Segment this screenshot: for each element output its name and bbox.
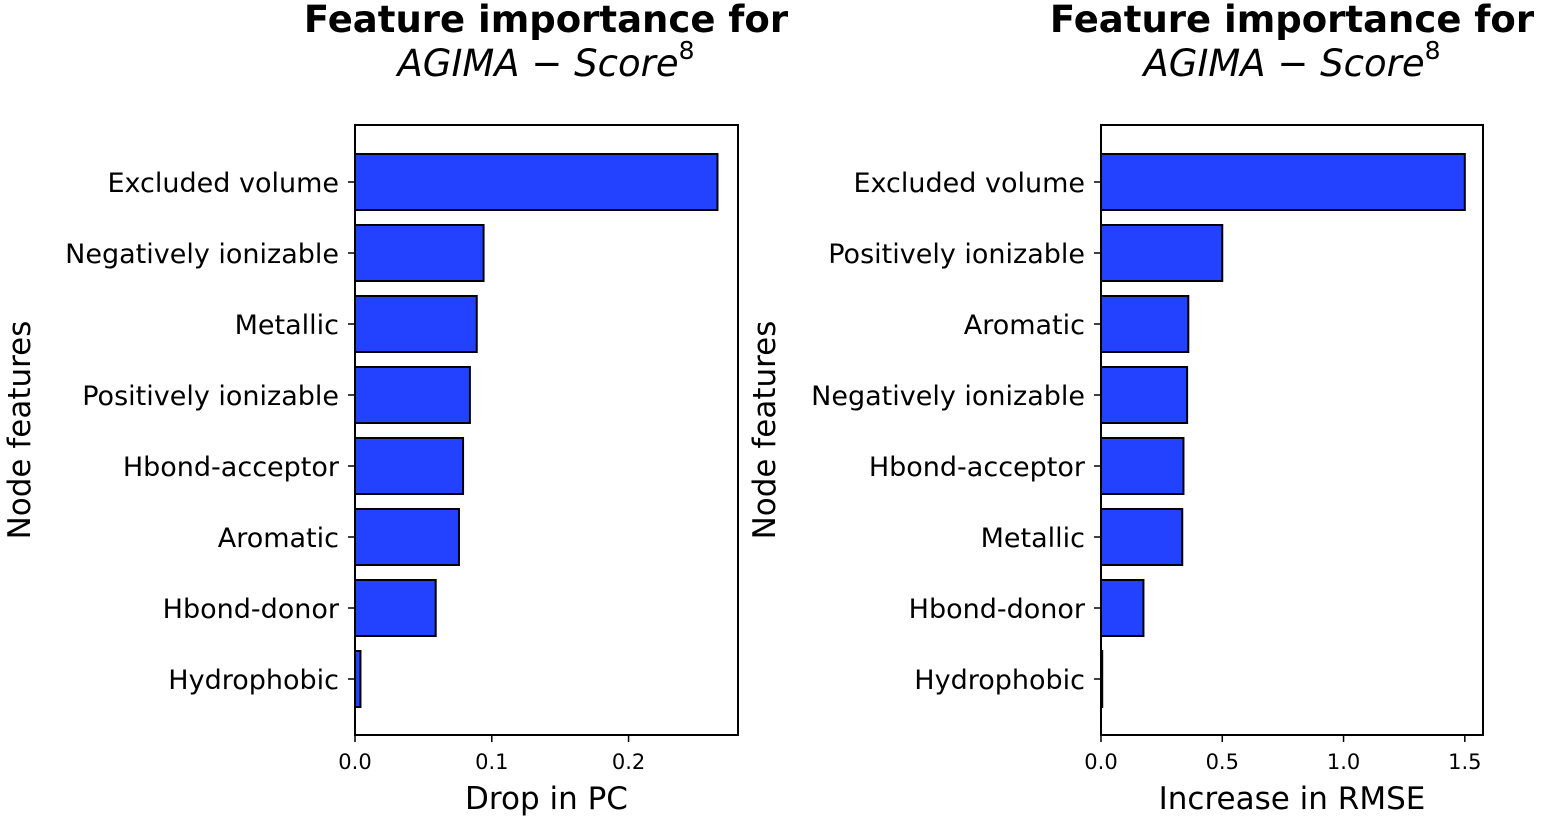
chart-title: Feature importance for — [1050, 0, 1535, 41]
chart-subtitle: AGIMA − Score8 — [395, 36, 694, 85]
y-tick-label: Excluded volume — [853, 168, 1085, 199]
chart-subtitle-text: AGIMA − Score — [395, 42, 678, 85]
bar-hbond-donor — [354, 579, 437, 637]
chart-subtitle-text: AGIMA − Score — [1141, 42, 1424, 85]
y-tick-label: Negatively ionizable — [811, 381, 1085, 412]
bar-positively-ionizable — [354, 366, 471, 424]
x-tick-label: 0.0 — [1084, 750, 1117, 774]
bar-negatively-ionizable — [1100, 366, 1189, 424]
bar-negatively-ionizable — [354, 224, 485, 282]
y-tick-label: Positively ionizable — [828, 239, 1085, 270]
y-axis-label: Node features — [747, 321, 783, 540]
chart-subtitle-superscript: 8 — [1425, 36, 1441, 65]
y-tick-label: Excluded volume — [107, 168, 339, 199]
y-tick-label: Aromatic — [964, 310, 1085, 341]
bar-aromatic — [354, 508, 460, 566]
bar-positively-ionizable — [1100, 224, 1224, 282]
bar-metallic — [354, 295, 478, 353]
chart-subtitle: AGIMA − Score8 — [1141, 36, 1440, 85]
y-tick-label: Aromatic — [218, 523, 339, 554]
y-axis-label: Node features — [2, 321, 38, 540]
plot-frame — [354, 124, 739, 736]
x-tick-label: 1.5 — [1448, 750, 1481, 774]
chart-title: Feature importance for — [304, 0, 789, 41]
bar-aromatic — [1100, 295, 1190, 353]
y-tick-label: Negatively ionizable — [65, 239, 339, 270]
y-tick-label: Hbond-donor — [909, 594, 1086, 625]
x-tick-label: 0.2 — [612, 750, 645, 774]
y-tick-label: Metallic — [235, 310, 339, 341]
x-axis-label: Drop in PC — [465, 781, 628, 817]
y-tick-label: Hydrophobic — [914, 665, 1085, 696]
x-tick-label: 0.5 — [1206, 750, 1239, 774]
bar-hbond-donor — [1100, 579, 1145, 637]
x-axis-label: Increase in RMSE — [1159, 781, 1426, 817]
bar-excluded-volume — [354, 153, 719, 211]
bar-excluded-volume — [1100, 153, 1466, 211]
bar-hbond-acceptor — [354, 437, 465, 495]
y-tick-label: Positively ionizable — [82, 381, 339, 412]
y-tick-label: Hbond-donor — [163, 594, 340, 625]
y-tick-label: Hbond-acceptor — [869, 452, 1086, 483]
plot-frame — [1100, 124, 1484, 736]
y-tick-label: Hbond-acceptor — [123, 452, 340, 483]
x-tick-label: 1.0 — [1327, 750, 1360, 774]
y-tick-label: Hydrophobic — [168, 665, 339, 696]
x-tick-label: 0.0 — [338, 750, 371, 774]
bar-hbond-acceptor — [1100, 437, 1185, 495]
x-tick-label: 0.1 — [475, 750, 508, 774]
bar-metallic — [1100, 508, 1184, 566]
chart-subtitle-superscript: 8 — [679, 36, 695, 65]
y-tick-label: Metallic — [981, 523, 1085, 554]
